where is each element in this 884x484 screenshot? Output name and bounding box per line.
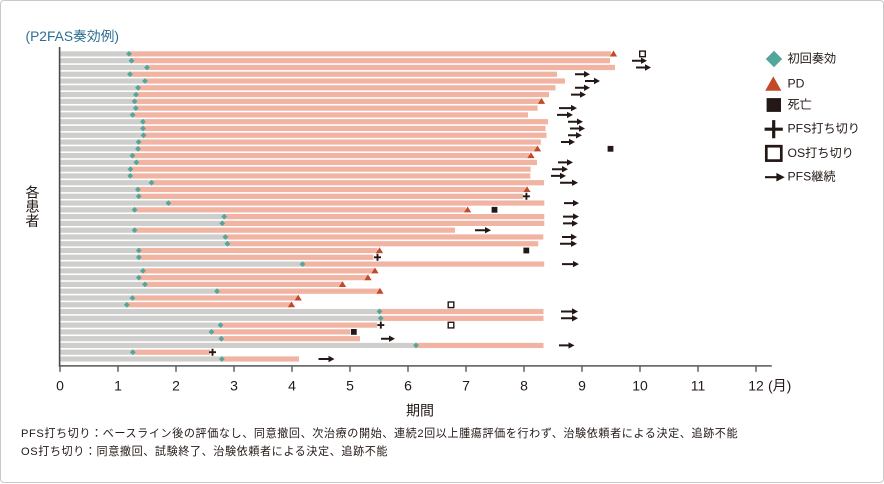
svg-text:12: 12 bbox=[748, 377, 764, 393]
svg-text:9: 9 bbox=[578, 377, 586, 393]
svg-text:8: 8 bbox=[520, 377, 528, 393]
svg-text:期間: 期間 bbox=[406, 403, 434, 419]
svg-text:11: 11 bbox=[691, 377, 706, 393]
svg-text:PD: PD bbox=[788, 76, 805, 90]
svg-text:初回奏効: 初回奏効 bbox=[788, 52, 837, 66]
svg-text:5: 5 bbox=[346, 377, 354, 393]
svg-text:各患者: 各患者 bbox=[25, 186, 39, 230]
svg-text:10: 10 bbox=[632, 377, 648, 393]
svg-text:4: 4 bbox=[288, 377, 296, 393]
svg-text:OS打ち切り: OS打ち切り bbox=[788, 146, 854, 160]
svg-text:(月): (月) bbox=[768, 377, 791, 393]
svg-text:7: 7 bbox=[462, 377, 470, 393]
svg-text:1: 1 bbox=[114, 377, 122, 393]
svg-text:死亡: 死亡 bbox=[788, 98, 812, 112]
svg-text:3: 3 bbox=[230, 377, 238, 393]
svg-text:6: 6 bbox=[404, 377, 412, 393]
svg-text:0: 0 bbox=[56, 377, 64, 393]
svg-text:PFS打ち切り: PFS打ち切り bbox=[788, 122, 860, 136]
svg-text:2: 2 bbox=[172, 377, 180, 393]
svg-text:PFS継続: PFS継続 bbox=[788, 170, 836, 184]
